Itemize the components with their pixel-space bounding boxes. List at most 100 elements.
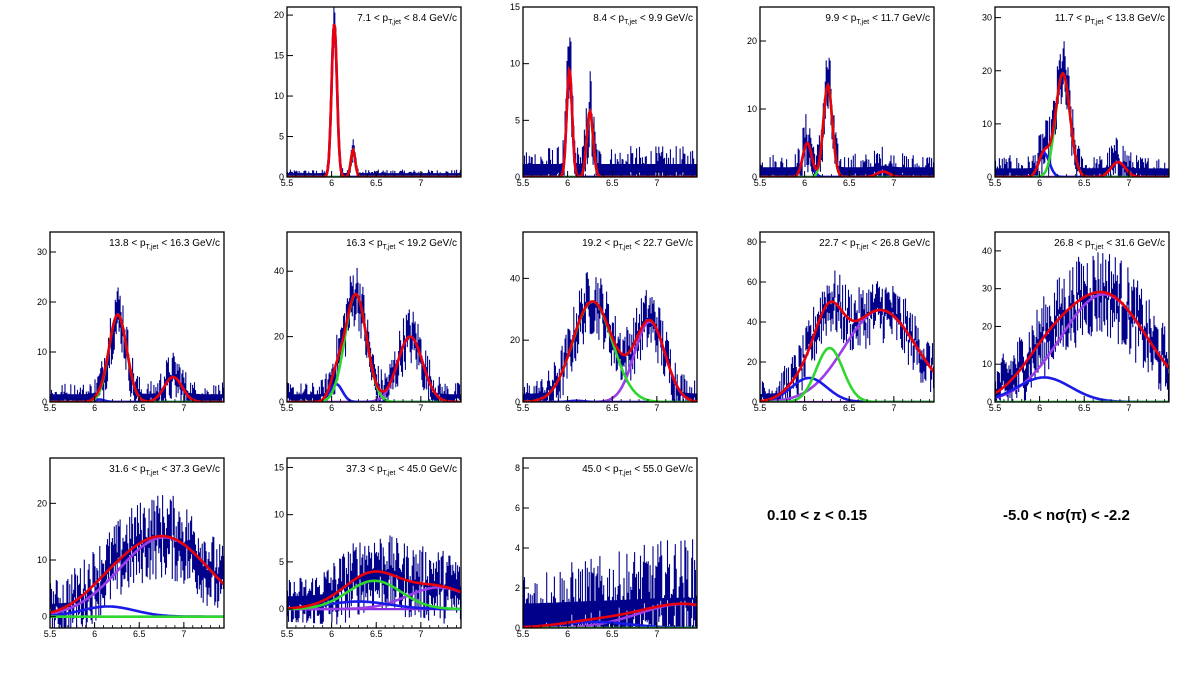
y-tick-label: 80: [747, 237, 757, 247]
plot-area: [760, 270, 934, 402]
x-tick-label: 6: [565, 403, 570, 413]
kaon-fit-curve: [287, 23, 461, 177]
x-tick-label: 6.5: [843, 403, 856, 413]
panel-11: 5.5 6 6.5 7 0 5 10 15 37.3 < pT,jet < 45.0 GeV/c: [274, 457, 462, 639]
y-tick-label: 0: [987, 397, 992, 407]
panel-frame: [994, 6, 1170, 178]
y-tick-label: 0: [42, 397, 47, 407]
y-tick-label: 15: [274, 51, 284, 61]
panel-2: 5.5 6 6.5 7 0 5 10 15 8.4 < pT,jet < 9.9 GeV/c: [510, 2, 698, 188]
plot-area: [523, 37, 697, 177]
z-range-label: 0.10 < z < 0.15: [767, 507, 868, 524]
plot-area: [287, 267, 461, 402]
x-tick-label: 5.5: [44, 403, 57, 413]
y-tick-label: 40: [274, 266, 284, 276]
y-tick-label: 10: [982, 119, 992, 129]
y-tick-label: 10: [37, 347, 47, 357]
panel-title: 7.1 < pT,jet < 8.4 GeV/c: [357, 13, 457, 26]
x-tick-label: 6.5: [606, 629, 619, 639]
kaon-fit-curve: [995, 376, 1169, 402]
panel-12: 5.5 6 6.5 7 0 2 4 6 8 45.0 < pT,jet < 55.0 GeV/c: [515, 457, 698, 639]
y-tick-label: 30: [982, 13, 992, 23]
x-tick-label: 7: [654, 403, 659, 413]
y-tick-label: 8: [515, 463, 520, 473]
x-tick-label: 6: [329, 178, 334, 188]
panel-1: 5.5 6 6.5 7 0 5 10 15 20 7.1 < pT,jet < 8.4 GeV/c: [274, 6, 462, 188]
y-tick-label: 0: [42, 612, 47, 622]
panel-9: 5.5 6 6.5 7 0 10 20 30 40 26.8 < pT,jet < 31.6 GeV…: [982, 231, 1170, 413]
nsigma-range-label: -5.0 < nσ(π) < -2.2: [1003, 507, 1130, 524]
y-tick-label: 20: [37, 297, 47, 307]
x-tick-label: 6: [802, 403, 807, 413]
plot-area: [50, 287, 224, 402]
x-tick-label: 5.5: [281, 629, 294, 639]
proton-fit-curve: [287, 586, 461, 611]
x-tick-label: 5.5: [517, 178, 530, 188]
y-tick-label: 40: [747, 317, 757, 327]
panel-frame: [49, 231, 225, 403]
x-tick-label: 7: [418, 403, 423, 413]
panel-10: 5.5 6 6.5 7 0 10 20 31.6 < pT,jet < 37.3 GeV/c: [37, 457, 225, 639]
plot-area: [523, 539, 697, 628]
x-tick-label: 5.5: [281, 178, 294, 188]
data-histogram: [760, 57, 934, 177]
y-tick-label: 40: [982, 246, 992, 256]
x-tick-label: 6.5: [1078, 403, 1091, 413]
x-tick-label: 7: [1126, 403, 1131, 413]
data-histogram: [523, 272, 697, 402]
panel-6: 5.5 6 6.5 7 0 20 40 16.3 < pT,jet < 19.2 GeV/c: [274, 231, 462, 413]
x-tick-label: 6: [329, 403, 334, 413]
total-fit-curve: [50, 313, 224, 402]
x-tick-label: 6.5: [606, 178, 619, 188]
y-tick-label: 20: [274, 10, 284, 20]
panel-title: 11.7 < pT,jet < 13.8 GeV/c: [1055, 13, 1165, 26]
plot-area: [287, 535, 461, 625]
panel-title: 8.4 < pT,jet < 9.9 GeV/c: [593, 13, 693, 26]
x-tick-label: 7: [418, 629, 423, 639]
x-tick-label: 6.5: [606, 403, 619, 413]
data-histogram: [995, 41, 1169, 177]
panel-frame: [994, 231, 1170, 403]
x-tick-label: 6: [1037, 178, 1042, 188]
y-tick-label: 0: [279, 172, 284, 182]
kaon-fit-curve: [760, 376, 934, 402]
x-tick-label: 7: [654, 629, 659, 639]
panel-5: 5.5 6 6.5 7 0 10 20 30 13.8 < pT,jet < 16.3 GeV/c: [37, 231, 225, 413]
panel-frame: [286, 231, 462, 403]
panel-title: 26.8 < pT,jet < 31.6 GeV/c: [1054, 238, 1165, 251]
y-tick-label: 0: [515, 172, 520, 182]
total-fit-curve: [995, 290, 1169, 395]
y-tick-label: 10: [982, 359, 992, 369]
data-histogram: [995, 252, 1169, 402]
plot-area: [50, 495, 224, 628]
total-fit-curve: [523, 602, 697, 628]
y-tick-label: 30: [982, 284, 992, 294]
y-tick-label: 0: [279, 604, 284, 614]
y-tick-label: 10: [274, 91, 284, 101]
y-tick-label: 5: [279, 132, 284, 142]
panel-7: 5.5 6 6.5 7 0 20 40 19.2 < pT,jet < 22.7 GeV/c: [510, 231, 698, 413]
x-tick-label: 6: [565, 178, 570, 188]
x-tick-label: 5.5: [754, 178, 767, 188]
panel-title: 31.6 < pT,jet < 37.3 GeV/c: [109, 464, 220, 477]
x-tick-label: 5.5: [754, 403, 767, 413]
x-tick-label: 6: [1037, 403, 1042, 413]
panel-3: 5.5 6 6.5 7 0 10 20 9.9 < pT,jet < 11.7 GeV/c: [747, 6, 935, 188]
y-tick-label: 20: [982, 66, 992, 76]
y-tick-label: 0: [987, 172, 992, 182]
x-tick-label: 6.5: [843, 178, 856, 188]
total-fit-curve: [287, 23, 461, 177]
x-tick-label: 6.5: [370, 178, 383, 188]
x-tick-label: 5.5: [281, 403, 294, 413]
total-fit-curve: [523, 300, 697, 402]
x-tick-label: 5.5: [989, 403, 1002, 413]
y-tick-label: 10: [37, 555, 47, 565]
x-tick-label: 7: [891, 178, 896, 188]
plot-area: [287, 7, 461, 177]
data-histogram: [523, 37, 697, 177]
panel-title: 45.0 < pT,jet < 55.0 GeV/c: [582, 464, 693, 477]
x-tick-label: 5.5: [517, 403, 530, 413]
y-tick-label: 10: [274, 510, 284, 520]
y-tick-label: 15: [274, 462, 284, 472]
